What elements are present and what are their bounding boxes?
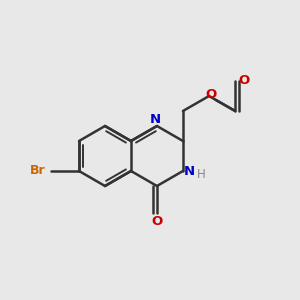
Text: N: N: [184, 164, 195, 178]
Text: O: O: [238, 74, 249, 88]
Text: O: O: [151, 215, 163, 228]
Text: Br: Br: [30, 164, 46, 178]
Text: O: O: [205, 88, 216, 101]
Text: H: H: [197, 167, 206, 181]
Text: N: N: [150, 113, 161, 126]
